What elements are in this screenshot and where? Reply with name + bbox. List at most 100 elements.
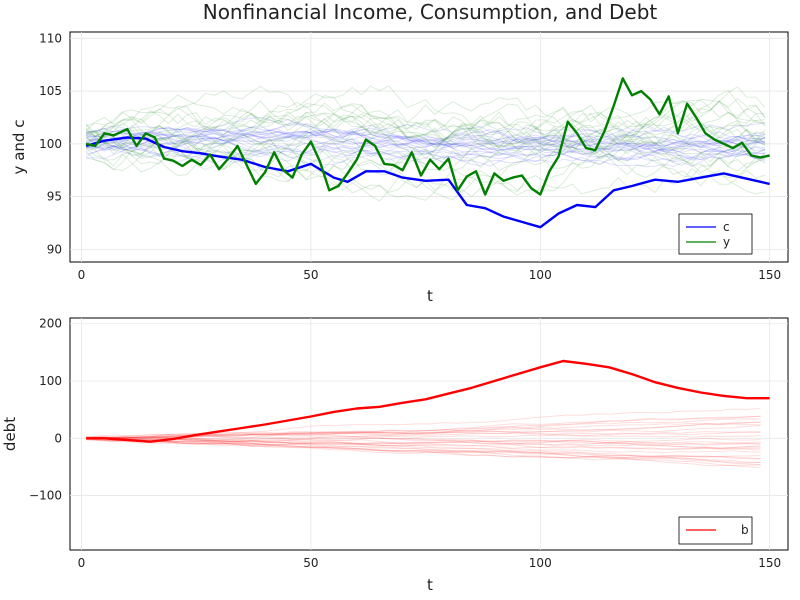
x-axis-label: t <box>427 287 433 305</box>
simulation-path <box>85 128 766 163</box>
x-tick-label: 0 <box>78 268 86 282</box>
figure-title: Nonfinancial Income, Consumption, and De… <box>203 0 658 24</box>
simulation-path <box>85 132 766 163</box>
simulation-path <box>86 431 761 443</box>
simulation-path <box>85 97 766 146</box>
simulation-path <box>86 100 766 172</box>
legend: b <box>678 516 753 545</box>
x-tick-label: 150 <box>758 268 781 282</box>
y-tick-label: 200 <box>39 317 62 331</box>
simulation-path <box>86 438 761 468</box>
simulation-path <box>86 436 761 450</box>
simulation-path <box>85 103 766 161</box>
simulation-path <box>86 436 761 460</box>
simulation-path <box>86 432 761 440</box>
x-tick-label: 100 <box>529 556 552 570</box>
legend-box <box>678 213 753 255</box>
simulation-path <box>86 438 761 447</box>
simulation-path <box>86 436 761 449</box>
simulation-path <box>86 437 761 446</box>
simulation-path <box>85 105 766 195</box>
tick-labels: 90 95 100 105 110 0 50 100 150 <box>39 31 781 282</box>
simulation-path <box>86 128 766 148</box>
simulation-path <box>85 104 766 158</box>
simulation-path <box>86 415 761 440</box>
simulation-path <box>86 438 761 458</box>
simulation-path <box>85 125 766 163</box>
simulation-path <box>85 124 766 151</box>
x-tick-label: 0 <box>78 556 86 570</box>
simulation-path <box>85 94 766 172</box>
simulation-path <box>85 132 766 163</box>
simulation-path <box>85 120 766 172</box>
simulation-path <box>86 439 761 463</box>
x-axis-label: t <box>427 576 433 594</box>
simulation-path <box>86 131 766 165</box>
y-tick-label: 105 <box>39 84 62 98</box>
simulation-path <box>85 109 766 179</box>
series-lines <box>85 77 770 229</box>
legend-label-b: b <box>741 523 749 537</box>
y-axis-label: y and c <box>10 120 28 175</box>
legend-label-y: y <box>723 235 730 249</box>
x-tick-label: 50 <box>303 268 318 282</box>
simulation-path <box>86 421 761 439</box>
simulation-path <box>85 124 766 152</box>
simulation-path <box>86 439 761 450</box>
simulation-path <box>86 135 766 168</box>
y-axis-label: debt <box>1 417 19 451</box>
simulation-path <box>85 126 766 159</box>
simulation-path <box>86 430 761 440</box>
simulation-path <box>86 437 761 467</box>
plot-frame <box>69 31 789 263</box>
simulation-path <box>85 111 766 201</box>
x-tick-label: 50 <box>303 556 318 570</box>
simulation-path <box>86 129 766 158</box>
grid <box>70 318 788 550</box>
simulation-path <box>85 86 766 149</box>
legend-label-c: c <box>723 220 730 234</box>
grid <box>70 32 788 262</box>
y-tick-label: 100 <box>39 137 62 151</box>
simulation-path <box>86 128 766 162</box>
simulation-path <box>85 102 766 173</box>
x-tick-label: 150 <box>758 556 781 570</box>
simulation-path <box>86 437 761 466</box>
simulation-path <box>86 127 766 159</box>
series-lines <box>86 359 770 443</box>
y-tick-label: 90 <box>47 242 62 256</box>
tick-labels: −100 0 100 200 0 50 100 150 <box>29 317 781 570</box>
simulation-path <box>86 116 766 153</box>
y-tick-label: 100 <box>39 374 62 388</box>
simulation-path <box>86 131 766 160</box>
simulation-path <box>86 95 766 156</box>
panel-debt: −100 0 100 200 0 50 100 150 t debt b <box>1 317 789 594</box>
simulation-path <box>85 97 766 154</box>
simulation-path <box>85 127 766 164</box>
simulation-path <box>85 123 766 156</box>
plot-frame <box>69 317 789 551</box>
legend: c y <box>678 213 753 255</box>
simulation-path <box>85 128 766 151</box>
y-tick-label: 0 <box>54 431 62 445</box>
y-tick-label: −100 <box>29 489 62 503</box>
x-tick-label: 100 <box>529 268 552 282</box>
series-line-c <box>85 136 770 229</box>
simulation-path <box>86 438 761 454</box>
simulation-path <box>85 122 766 201</box>
panel-income-consumption: 90 95 100 105 110 0 50 100 150 t y and c c y <box>10 31 789 305</box>
simulation-path <box>86 436 761 451</box>
series-line-b <box>86 359 770 443</box>
simulation-paths <box>86 407 761 468</box>
y-tick-label: 95 <box>47 190 62 204</box>
simulation-path <box>86 121 766 146</box>
simulation-path <box>85 135 766 167</box>
simulation-path <box>86 433 761 445</box>
simulation-path <box>86 437 761 459</box>
simulation-path <box>86 116 766 172</box>
simulation-path <box>85 126 766 155</box>
simulation-path <box>86 436 761 445</box>
y-tick-label: 110 <box>39 31 62 45</box>
simulation-path <box>86 437 761 464</box>
